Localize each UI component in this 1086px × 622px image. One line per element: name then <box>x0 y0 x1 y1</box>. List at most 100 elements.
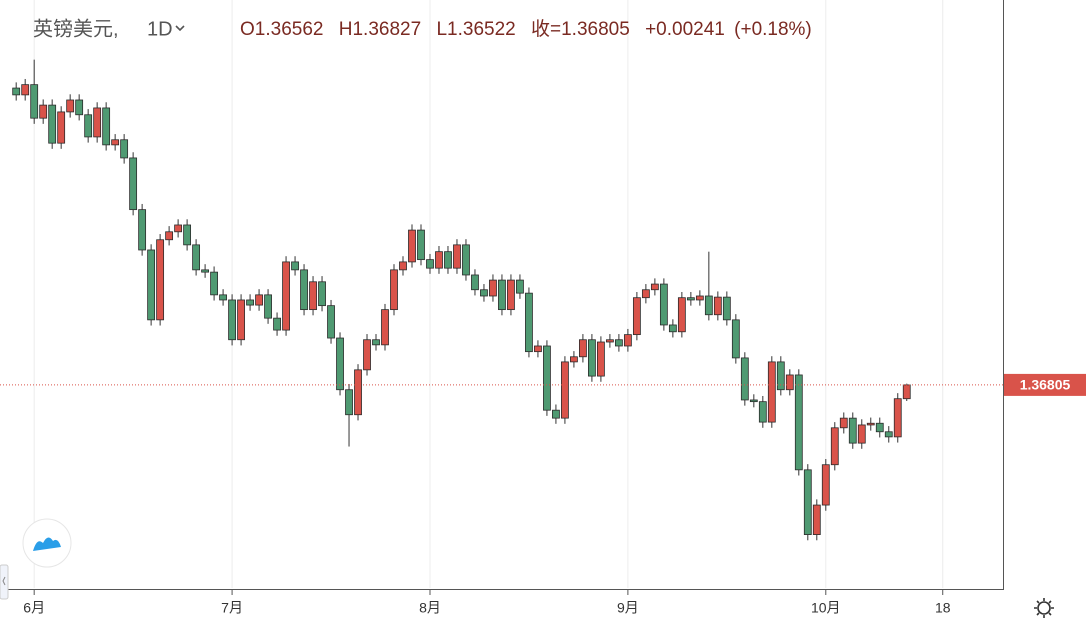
candle-body <box>426 259 434 269</box>
x-tick-label: 9月 <box>617 600 639 616</box>
candle-body <box>372 339 380 346</box>
last-price-box <box>1004 373 1086 396</box>
candle-body <box>758 401 767 423</box>
candle-body <box>192 244 201 271</box>
candle-body <box>821 464 830 506</box>
candle-body <box>399 261 407 271</box>
open-value: 1.36562 <box>255 19 324 40</box>
candle-body <box>866 422 875 426</box>
candle-body <box>480 289 488 297</box>
candle-body <box>848 417 857 444</box>
candle-body <box>561 361 569 419</box>
candle-body <box>776 361 785 391</box>
candles <box>12 59 911 541</box>
candle-body <box>471 274 479 291</box>
settings-teeth <box>1034 598 1054 618</box>
candle-body <box>498 279 506 311</box>
candle-body <box>875 422 884 433</box>
low-label: L <box>436 19 447 40</box>
high-value: 1.36827 <box>352 19 421 40</box>
candle-body <box>408 229 416 263</box>
candle-body <box>893 398 902 438</box>
candle-body <box>237 299 245 341</box>
candle-body <box>462 244 470 276</box>
candle-body <box>84 114 93 138</box>
candle-body <box>273 317 281 331</box>
candle-body <box>156 239 165 321</box>
candle-body <box>749 399 758 403</box>
candle-body <box>309 281 317 311</box>
candle-body <box>525 292 533 353</box>
symbol: 英镑美元, <box>33 17 119 40</box>
candle-body <box>102 107 111 146</box>
candle-body <box>12 87 21 96</box>
settings-icon[interactable] <box>1034 598 1054 618</box>
candle-body <box>686 297 695 301</box>
candle-body <box>210 271 218 296</box>
candle-body <box>794 374 803 471</box>
candle-body <box>138 209 147 251</box>
x-tick-label: 18 <box>935 600 951 616</box>
candle-body <box>713 296 722 316</box>
interval-chevron[interactable] <box>175 25 185 32</box>
candle-body <box>785 374 794 391</box>
candle-body <box>291 261 299 271</box>
candle-body <box>228 299 236 341</box>
candle-body <box>668 324 677 333</box>
low-value: 1.36522 <box>447 19 516 40</box>
candle-body <box>66 99 75 113</box>
candle-body <box>632 297 641 336</box>
candle-body <box>722 296 731 321</box>
candle-body <box>677 297 686 333</box>
candle-body <box>552 409 560 419</box>
candle-body <box>75 99 84 116</box>
last-price-label: 1.36805 <box>1020 377 1071 393</box>
candle-body <box>147 249 156 321</box>
candle-body <box>39 104 48 119</box>
grid <box>33 0 944 588</box>
candle-body <box>354 369 362 416</box>
candle-body <box>803 469 812 535</box>
candle-body <box>704 295 713 316</box>
candle-body <box>597 341 605 377</box>
candle-body <box>264 294 272 319</box>
x-tick-label: 10月 <box>811 600 841 616</box>
candle-body <box>695 295 704 301</box>
ohlc-legend: O1.36562 H1.36827 L1.36522 收=1.36805 +0.… <box>240 18 812 40</box>
candle-body <box>21 84 30 96</box>
candle-body <box>120 139 129 159</box>
candle-body <box>623 334 632 347</box>
high-label: H <box>339 19 353 40</box>
x-tick-label: 6月 <box>23 600 45 616</box>
candle-body <box>381 309 389 346</box>
candle-body <box>588 339 596 377</box>
candle-body <box>543 345 551 411</box>
candle-body <box>57 111 66 144</box>
candle-body <box>605 339 614 343</box>
candle-body <box>534 345 542 353</box>
candle-body <box>282 261 290 331</box>
candle-body <box>641 289 650 299</box>
candle-body <box>579 339 587 358</box>
candle-body <box>417 229 425 261</box>
close-label: 收= <box>531 18 561 40</box>
candle-body <box>93 107 102 138</box>
candle-body <box>201 269 209 273</box>
candle-body <box>318 281 326 307</box>
candle-body <box>902 384 911 400</box>
candle-body <box>435 251 443 269</box>
candle-body <box>453 244 461 269</box>
candle-body <box>650 283 659 291</box>
side-tab-arrow <box>2 576 6 586</box>
candle-body <box>614 339 623 347</box>
close-value: 1.36805 <box>561 19 630 40</box>
candle-body <box>830 427 839 466</box>
candle-body <box>767 361 776 423</box>
open-label: O <box>240 19 255 40</box>
candle-body <box>363 339 371 371</box>
candle-body <box>345 389 353 416</box>
interval: 1D <box>147 18 173 40</box>
candle-body <box>731 319 740 359</box>
